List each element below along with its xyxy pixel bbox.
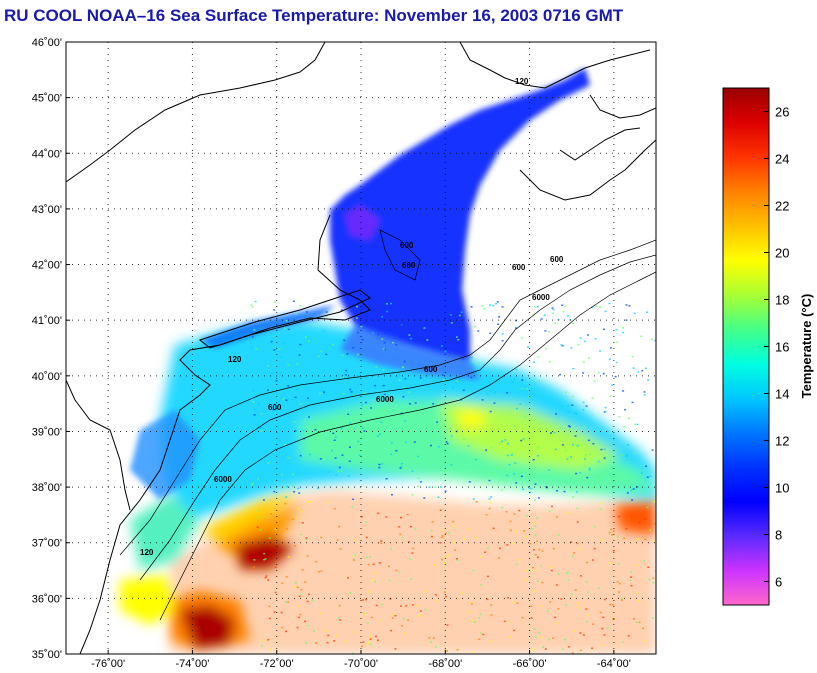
isobath-label: 6000 [532,293,550,302]
page-title: RU COOL NOAA–16 Sea Surface Temperature:… [4,6,624,25]
lat-tick-label: 36˚00' [32,593,62,605]
map-grid [66,42,656,654]
isobath-label: 6000 [214,475,232,484]
colorbar-tick-label: 24 [775,152,789,167]
lat-tick-label: 39˚00' [32,426,62,438]
colorbar-title: Temperature (°C) [799,294,814,399]
lon-tick-label: -70˚00' [344,658,378,670]
coastline-chesapeake [66,379,131,511]
colorbar-tick-label: 26 [775,105,789,120]
isobath-label: 6000 [376,395,394,404]
isobath-label: 120 [228,355,242,364]
isobath-label: 120 [140,548,154,557]
lat-tick-label: 37˚00' [32,538,62,550]
lat-tick-label: 41˚00' [32,315,62,327]
isobath-label: 600 [268,403,282,412]
lon-tick-label: -64˚00' [597,658,631,670]
isobath-600 [139,254,656,581]
coastline-pei [559,127,641,161]
colorbar-bar [722,87,770,606]
lat-tick-label: 46˚00' [32,37,62,49]
lon-tick-label: -66˚00' [513,658,547,670]
isobath-label: 120 [515,77,529,86]
latitude-axis: 46˚00' 45˚00' 44˚00' 43˚00' 42˚00' 41˚00' 40˚0… [32,37,70,661]
lat-tick-label: 43˚00' [32,204,62,216]
colorbar-tick-label: 10 [775,481,789,496]
lat-tick-label: 45˚00' [32,93,62,105]
isobath-layer [119,229,656,621]
lon-tick-label: -74˚00' [175,658,209,670]
lat-tick-label: 40˚00' [32,371,62,383]
colorbar-ticks: 6 8 10 12 14 16 18 20 22 24 26 [764,105,789,590]
isobath-6000 [159,271,656,621]
colorbar-tick-label: 22 [775,199,789,214]
lon-tick-label: -76˚00' [91,658,125,670]
lon-tick-label: -68˚00' [428,658,462,670]
colorbar-tick-label: 18 [775,293,789,308]
isobath-label: 600 [424,365,438,374]
coastline-us-east [79,214,371,654]
temperature-colorbar: 6 8 10 12 14 16 18 20 22 24 26 Temperature (°C) [722,87,814,606]
sst-speckle-layer [250,300,656,654]
isobath-120 [119,239,656,556]
map-plot-area: 120 120 120 600 600 600 600 600 600 6000… [65,41,657,655]
coastline-nova-scotia [519,139,656,201]
coastline-canada-border [459,42,651,89]
isobath-georges-basin [379,229,421,281]
isobath-label: 600 [550,255,564,264]
isobath-label: 600 [400,241,414,250]
lon-tick-label: -72˚00' [260,658,294,670]
coastline-inland-border [66,42,326,183]
lat-tick-label: 42˚00' [32,260,62,272]
colorbar-tick-label: 6 [775,575,782,590]
coastline-long-island [198,289,371,349]
isobath-label-group: 120 120 120 600 600 600 600 600 600 6000… [140,77,564,557]
colorbar-tick-label: 14 [775,387,789,402]
sst-field [120,68,656,654]
colorbar-tick-label: 20 [775,246,789,261]
colorbar-tick-label: 12 [775,434,789,449]
lat-tick-label: 38˚00' [32,482,62,494]
coastline-layer [66,42,656,654]
coastline-nova-scotia-north [589,94,656,119]
lat-tick-label: 44˚00' [32,148,62,160]
longitude-axis: -76˚00' -74˚00' -72˚00' -70˚00' -68˚00' -66˚0… [91,650,631,670]
isobath-label: 600 [512,263,526,272]
isobath-label: 600 [402,261,416,270]
colorbar-tick-label: 16 [775,340,789,355]
colorbar-tick-label: 8 [775,528,782,543]
lat-tick-label: 35˚00' [32,649,62,661]
